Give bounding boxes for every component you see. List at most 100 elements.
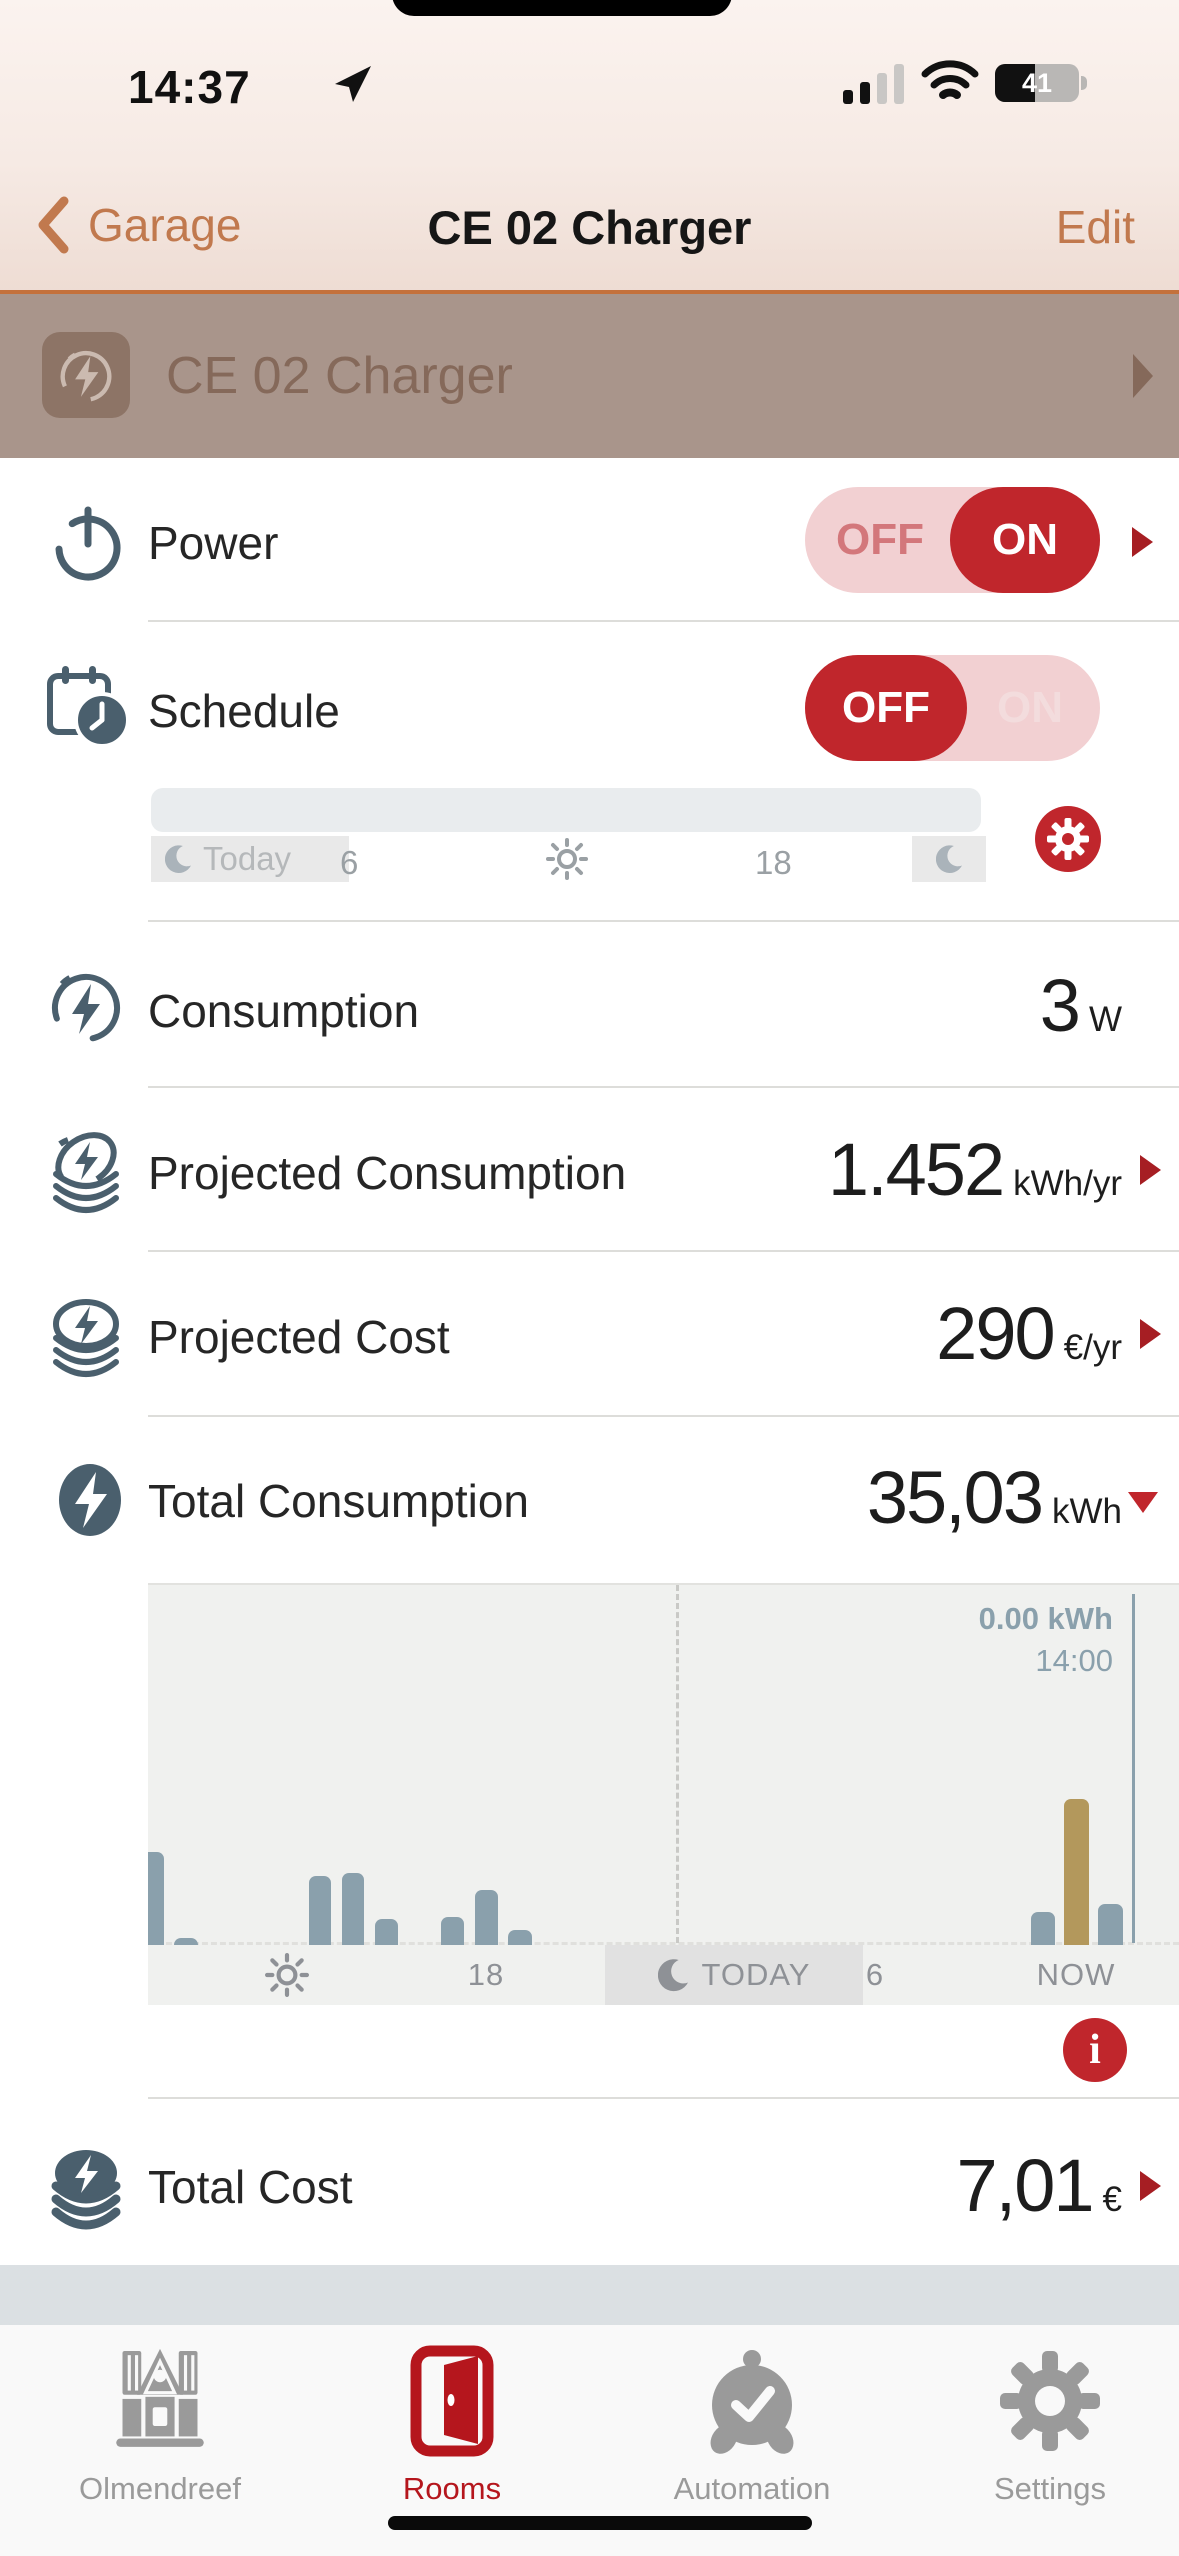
status-time: 14:37 [128,61,251,113]
divider [148,2097,1179,2099]
chart-bar [148,1852,164,1945]
info-icon: i [1089,2027,1101,2073]
chart-bar [309,1876,331,1945]
total-cost-chevron-icon[interactable] [1140,2171,1161,2201]
consumption-chart[interactable]: 0.00 kWh 14:00 18 TODAY 6 NOW [148,1583,1179,2005]
total-cost-icon [51,2150,121,2230]
total-consumption-value: 35,03 kWh [866,1456,1122,1539]
schedule-toggle[interactable]: OFF ON [805,655,1100,761]
schedule-today-label: Today [203,840,292,877]
tab-olmendreef[interactable]: Olmendreef [50,2345,270,2507]
chart-sun-icon [265,1953,309,1997]
chart-tick-18: 18 [467,1957,505,1992]
moon-icon [936,845,962,873]
consumption-icon [52,973,120,1042]
divider [148,620,1179,622]
device-banner[interactable]: CE 02 Charger [0,294,1179,458]
tab-automation[interactable]: Automation [642,2345,862,2507]
power-toggle-off[interactable]: OFF [836,515,924,564]
device-title: CE 02 Charger [166,347,513,405]
schedule-night-box [912,836,986,882]
info-button[interactable]: i [1063,2018,1127,2082]
banner-top-border [0,290,1179,294]
moon-icon [657,1959,688,1992]
projected-cost-chevron-icon[interactable] [1140,1319,1161,1349]
schedule-toggle-off[interactable]: OFF [805,655,967,761]
back-label: Garage [88,199,242,251]
charger-icon [60,351,112,402]
chart-now-label: NOW [1036,1957,1116,1992]
chart-bar [174,1938,198,1945]
projected-cost-icon [53,1299,119,1377]
schedule-tick-6: 6 [340,844,359,881]
chart-now-line [1132,1594,1135,1943]
power-icon [55,506,121,581]
projected-consumption-value: 1.452 kWh/yr [827,1128,1122,1211]
divider [148,1415,1179,1417]
chart-bar [375,1919,398,1945]
tab-settings[interactable]: Settings [940,2345,1160,2507]
moon-icon [165,845,191,873]
door-icon [410,2345,494,2457]
power-toggle-on[interactable]: ON [950,487,1100,593]
edit-button[interactable]: Edit [1055,201,1135,253]
projected-consumption-icon [53,1132,119,1213]
dynamic-island [392,0,732,16]
building-icon [116,2348,204,2447]
divider [148,1086,1179,1088]
total-cost-label: Total Cost [148,2161,353,2213]
tab-label: Settings [993,2471,1106,2506]
device-tile [42,332,130,418]
chart-bar [1064,1799,1089,1945]
gear-icon [1047,818,1089,860]
schedule-settings-button[interactable] [1035,806,1101,872]
tab-bar: Olmendreef Rooms Automation [0,2325,1179,2556]
chart-today-label: TODAY [701,1957,811,1992]
tab-rooms[interactable]: Rooms [342,2345,562,2507]
tab-label: Rooms [402,2471,502,2506]
battery-percent: 41 [1021,67,1053,98]
home-indicator[interactable] [388,2516,812,2530]
total-consumption-icon [59,1464,121,1536]
banner-chevron-icon [1133,354,1153,398]
schedule-tick-18: 18 [755,844,792,881]
schedule-icon [47,666,130,748]
sun-icon [546,838,588,880]
tab-label: Olmendreef [79,2471,241,2506]
chart-today-box: TODAY [605,1945,863,2005]
consumption-label: Consumption [148,985,420,1037]
power-chevron-icon[interactable] [1132,527,1153,557]
back-chevron-icon [38,196,69,254]
projected-consumption-label: Projected Consumption [148,1147,627,1199]
chart-baseline [148,1942,1179,1945]
header-area: 14:37 41 Garage CE 02 Charge [0,0,1179,294]
chart-current-time: 14:00 [1035,1643,1113,1678]
total-consumption-collapse-icon[interactable] [1128,1492,1158,1513]
projected-consumption-chevron-icon[interactable] [1140,1155,1161,1185]
back-button[interactable]: Garage [36,196,241,254]
chart-bar [508,1930,532,1945]
schedule-track[interactable] [151,788,981,832]
power-toggle[interactable]: OFF ON [805,487,1100,593]
chart-bar [1098,1904,1123,1945]
chart-bar [441,1917,464,1945]
consumption-value: 3 W [1039,964,1122,1047]
chart-bar [1031,1912,1055,1945]
total-consumption-label: Total Consumption [148,1475,529,1527]
chart-current-value: 0.00 kWh [978,1601,1113,1636]
wifi-icon [921,60,979,99]
alarm-check-icon [710,2350,794,2454]
page-title: CE 02 Charger [427,201,752,254]
cellular-icon [843,64,904,104]
total-cost-value: 7,01 € [956,2144,1123,2227]
schedule-toggle-on[interactable]: ON [997,683,1063,732]
divider [148,1250,1179,1252]
battery-icon: 41 [995,64,1087,102]
projected-cost-label: Projected Cost [148,1311,450,1363]
power-label: Power [148,517,279,569]
tab-label: Automation [673,2471,831,2506]
schedule-label: Schedule [148,685,340,737]
gear-icon [1000,2351,1100,2451]
chart-bar [342,1873,364,1945]
